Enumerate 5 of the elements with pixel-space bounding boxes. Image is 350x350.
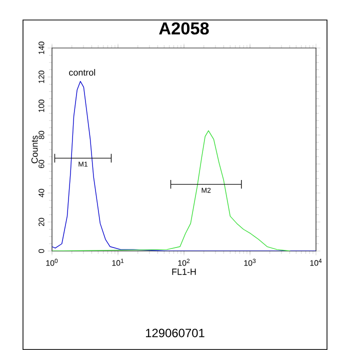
series-label: control [69, 69, 96, 76]
x-axis-title: FL1-H [172, 268, 196, 275]
text: 129060701 [146, 328, 204, 338]
y-axis-title: Counts [31, 136, 38, 164]
chart-title: A2058 [159, 22, 209, 35]
